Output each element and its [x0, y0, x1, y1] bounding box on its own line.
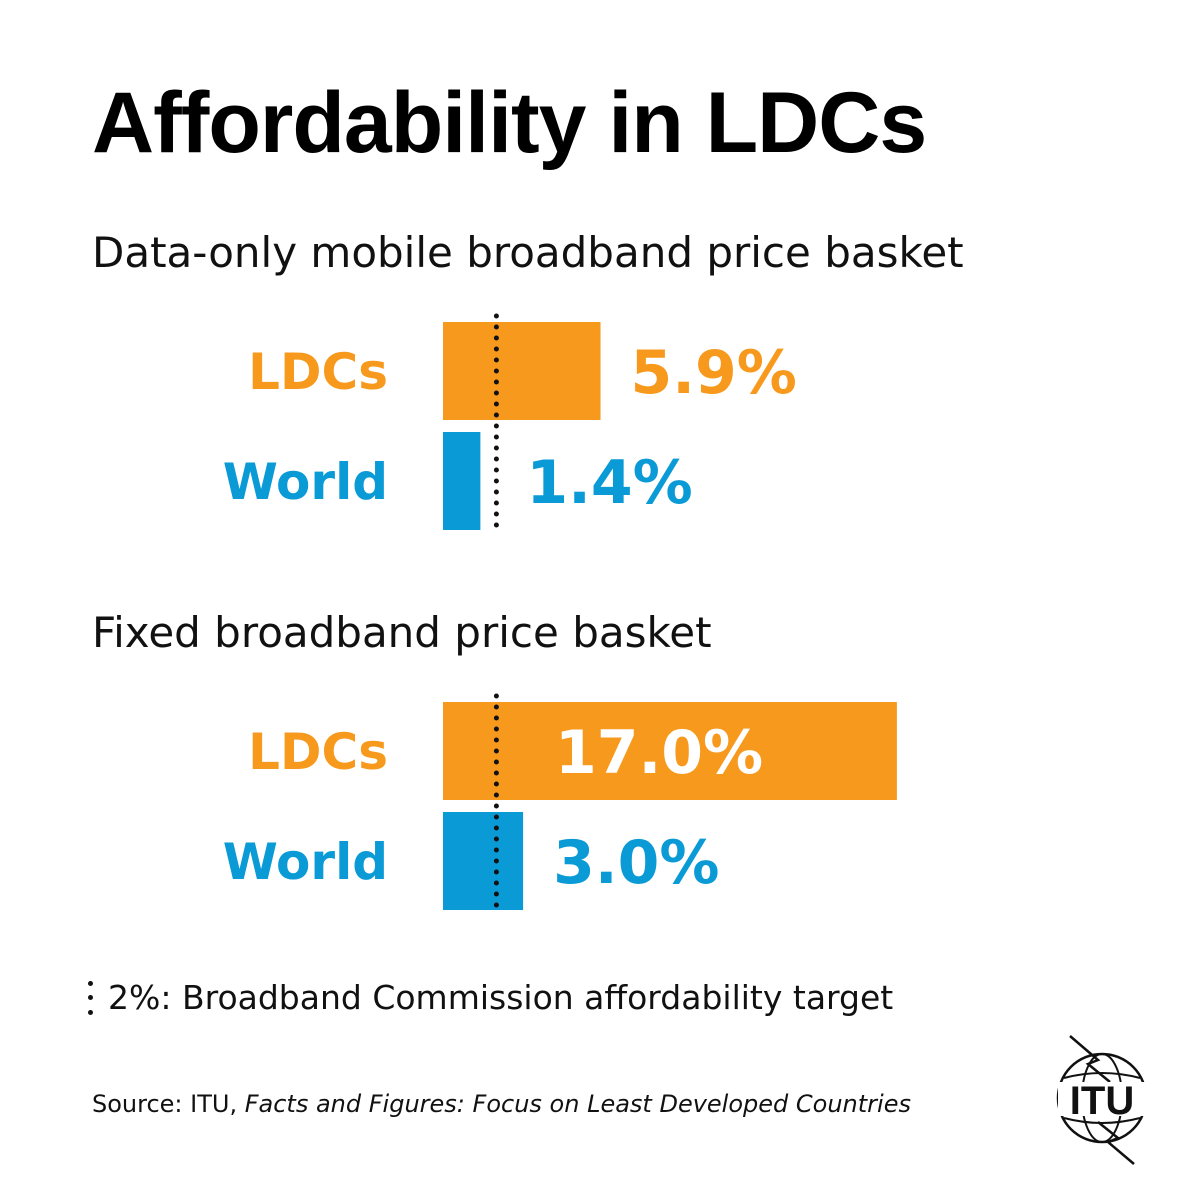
source-publication: Facts and Figures: Focus on Least Develo…: [244, 1090, 911, 1118]
legend: 2%: Broadband Commission affordability t…: [88, 978, 893, 1017]
value-label-ldcs: 17.0%: [555, 718, 763, 788]
itu-globe-logo-icon: ITU: [1056, 1035, 1148, 1165]
chart-0: LDCs 5.9% World 1.4%: [223, 313, 797, 539]
mobile-chart-title: Data-only mobile broadband price basket: [92, 228, 964, 277]
source-note: Source: ITU, Facts and Figures: Focus on…: [92, 1090, 911, 1118]
source-prefix: Source: ITU,: [92, 1090, 245, 1118]
logo-text: ITU: [1070, 1079, 1134, 1123]
page-title: Affordability in LDCs: [92, 75, 927, 171]
bar-ldcs: [443, 702, 897, 800]
category-label-world: World: [223, 833, 388, 891]
legend-text: 2%: Broadband Commission affordability t…: [108, 978, 894, 1017]
itu-logo: ITU: [1056, 1035, 1148, 1165]
dotted-line-legend-icon: [88, 980, 94, 1015]
chart-1: LDCs 17.0% World 3.0%: [223, 693, 897, 919]
bar-ldcs: [443, 322, 601, 420]
category-label-world: World: [223, 453, 388, 511]
bar-world: [443, 812, 524, 910]
value-label-world: 3.0%: [553, 828, 719, 898]
category-label-ldcs: LDCs: [248, 723, 388, 781]
value-label-ldcs: 5.9%: [631, 338, 797, 408]
fixed-chart-title: Fixed broadband price basket: [92, 608, 712, 657]
value-label-world: 1.4%: [526, 448, 692, 518]
bar-world: [443, 432, 481, 530]
category-label-ldcs: LDCs: [248, 343, 388, 401]
